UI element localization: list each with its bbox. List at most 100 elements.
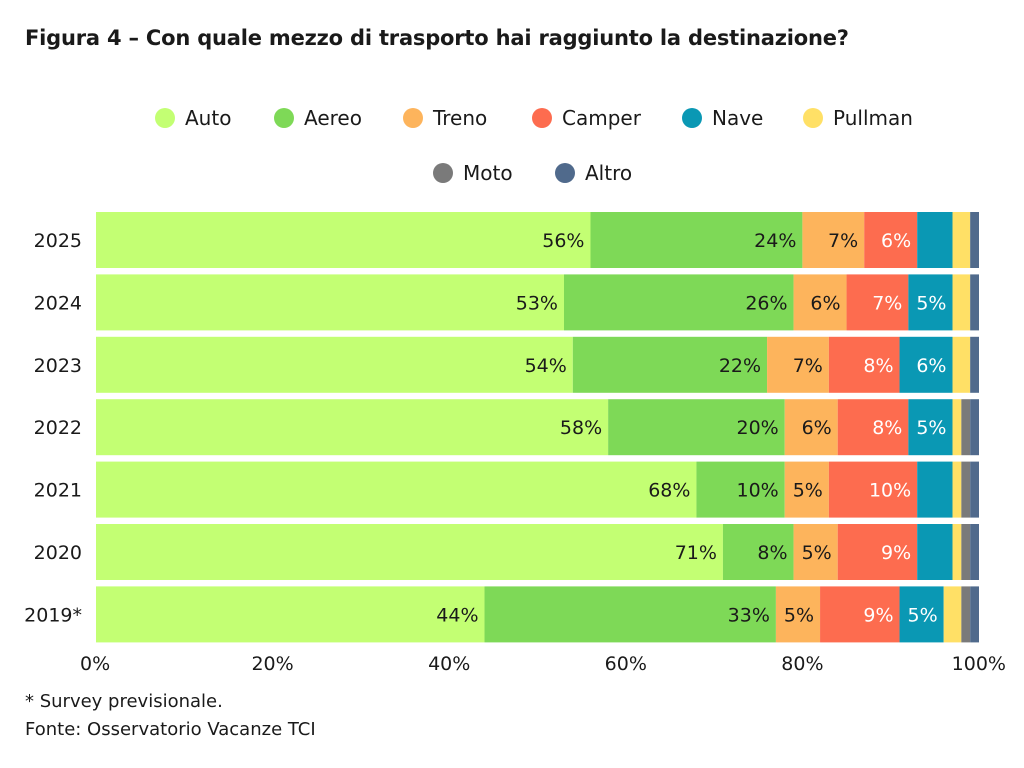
data-label: 7% — [828, 230, 858, 252]
x-tick-label: 100% — [952, 653, 1006, 675]
legend-marker-pullman — [803, 108, 823, 128]
legend-label-auto: Auto — [185, 106, 231, 130]
data-label: 20% — [737, 417, 779, 439]
x-tick-label: 80% — [781, 653, 823, 675]
data-label: 68% — [648, 480, 690, 502]
bar-segment-moto — [961, 461, 971, 518]
bar-segment-camper — [837, 399, 909, 456]
bar-segment-camper — [828, 336, 900, 393]
data-label: 56% — [542, 230, 584, 252]
bar-segment-auto — [96, 212, 591, 268]
data-label: 5% — [908, 604, 938, 626]
data-label: 5% — [916, 417, 946, 439]
x-tick-label: 20% — [251, 653, 293, 675]
data-label: 7% — [872, 292, 902, 314]
data-label: 8% — [757, 542, 787, 564]
legend-marker-treno — [403, 108, 423, 128]
bar-segment-aereo — [484, 586, 776, 643]
survey-note: * Survey previsionale. — [25, 691, 223, 712]
bar-segment-nave — [899, 586, 944, 643]
bar-segment-aereo — [572, 336, 768, 393]
legend-label-nave: Nave — [712, 106, 763, 130]
bar-segment-nave — [917, 212, 953, 268]
bar-segment-treno — [793, 524, 838, 580]
y-tick-label: 2025 — [34, 230, 82, 252]
bar-segment-altro — [970, 586, 979, 643]
bar-segment-camper — [846, 274, 909, 331]
data-label: 53% — [516, 292, 558, 314]
bar-segment-treno — [784, 461, 829, 518]
bar-segment-nave — [908, 399, 953, 456]
data-label: 10% — [737, 480, 779, 502]
legend-label-treno: Treno — [432, 106, 487, 130]
bar-segment-treno — [767, 336, 829, 393]
data-label: 6% — [802, 417, 832, 439]
y-tick-label: 2021 — [34, 480, 82, 502]
bar-segment-treno — [775, 586, 821, 643]
bar-segment-pullman — [952, 524, 962, 580]
bar-segment-moto — [961, 524, 971, 580]
y-tick-label: 2022 — [34, 417, 82, 439]
data-label: 33% — [728, 604, 770, 626]
bar-segment-camper — [820, 586, 900, 643]
bar-segment-auto — [96, 586, 485, 643]
data-label: 24% — [754, 230, 796, 252]
bar-segment-camper — [864, 212, 918, 268]
data-label: 22% — [719, 355, 761, 377]
bar-segment-nave — [908, 274, 953, 331]
bar-segment-altro — [970, 461, 979, 518]
bar-segment-aereo — [722, 524, 794, 580]
bar-segment-pullman — [952, 212, 971, 268]
bar-segment-aereo — [590, 212, 803, 268]
data-label: 6% — [810, 292, 840, 314]
bar-segment-auto — [96, 524, 723, 580]
legend-label-altro: Altro — [585, 161, 632, 185]
bar-segment-altro — [970, 524, 979, 580]
bar-segment-treno — [802, 212, 865, 268]
data-label: 26% — [745, 292, 787, 314]
bar-segment-nave — [917, 461, 953, 518]
data-label: 58% — [560, 417, 602, 439]
data-label: 10% — [869, 480, 911, 502]
legend-marker-auto — [155, 108, 175, 128]
legend-label-aereo: Aereo — [304, 106, 362, 130]
bar-segment-pullman — [952, 336, 971, 393]
x-tick-label: 60% — [605, 653, 647, 675]
data-label: 9% — [863, 604, 893, 626]
data-label: 9% — [881, 542, 911, 564]
legend-label-moto: Moto — [463, 161, 513, 185]
data-label: 6% — [916, 355, 946, 377]
bar-segment-pullman — [952, 399, 962, 456]
y-tick-label: 2020 — [34, 542, 82, 564]
plot-area: 56% 24% 7% 6% 53% 26% 6% 7% 5% 54% 22% 7% 8% 6% 58% 20%… — [96, 212, 979, 643]
chart-title: Figura 4 – Con quale mezzo di trasporto … — [25, 26, 849, 50]
legend-label-pullman: Pullman — [833, 106, 913, 130]
bar-segment-auto — [96, 336, 573, 393]
data-label: 5% — [793, 480, 823, 502]
bar-segment-moto — [961, 586, 971, 643]
bar-segment-altro — [970, 399, 979, 456]
bar-segment-pullman — [952, 461, 962, 518]
bar-segment-camper — [828, 461, 918, 518]
x-tick-label: 0% — [80, 653, 110, 675]
stacked-bar-chart: Auto Aereo Treno Camper Nave Pullman Moto Altro… — [24, 106, 1006, 675]
data-label: 8% — [872, 417, 902, 439]
bar-segment-auto — [96, 399, 609, 456]
data-label: 8% — [863, 355, 893, 377]
legend-marker-nave — [682, 108, 702, 128]
bar-segment-altro — [970, 274, 979, 331]
legend-marker-altro — [555, 163, 575, 183]
data-label: 5% — [802, 542, 832, 564]
footnotes: * Survey previsionale. Fonte: Osservator… — [25, 688, 316, 744]
bar-segment-auto — [96, 274, 564, 331]
bar-segment-treno — [793, 274, 847, 331]
data-label: 7% — [793, 355, 823, 377]
bar-segment-altro — [970, 336, 979, 393]
data-label: 5% — [784, 604, 814, 626]
legend-marker-moto — [433, 163, 453, 183]
bar-segment-aereo — [696, 461, 785, 518]
bar-segment-altro — [970, 212, 979, 268]
source-note: Fonte: Osservatorio Vacanze TCI — [25, 719, 316, 740]
x-axis: 0% 20% 40% 60% 80% 100% — [80, 653, 1006, 675]
bar-segment-treno — [784, 399, 838, 456]
